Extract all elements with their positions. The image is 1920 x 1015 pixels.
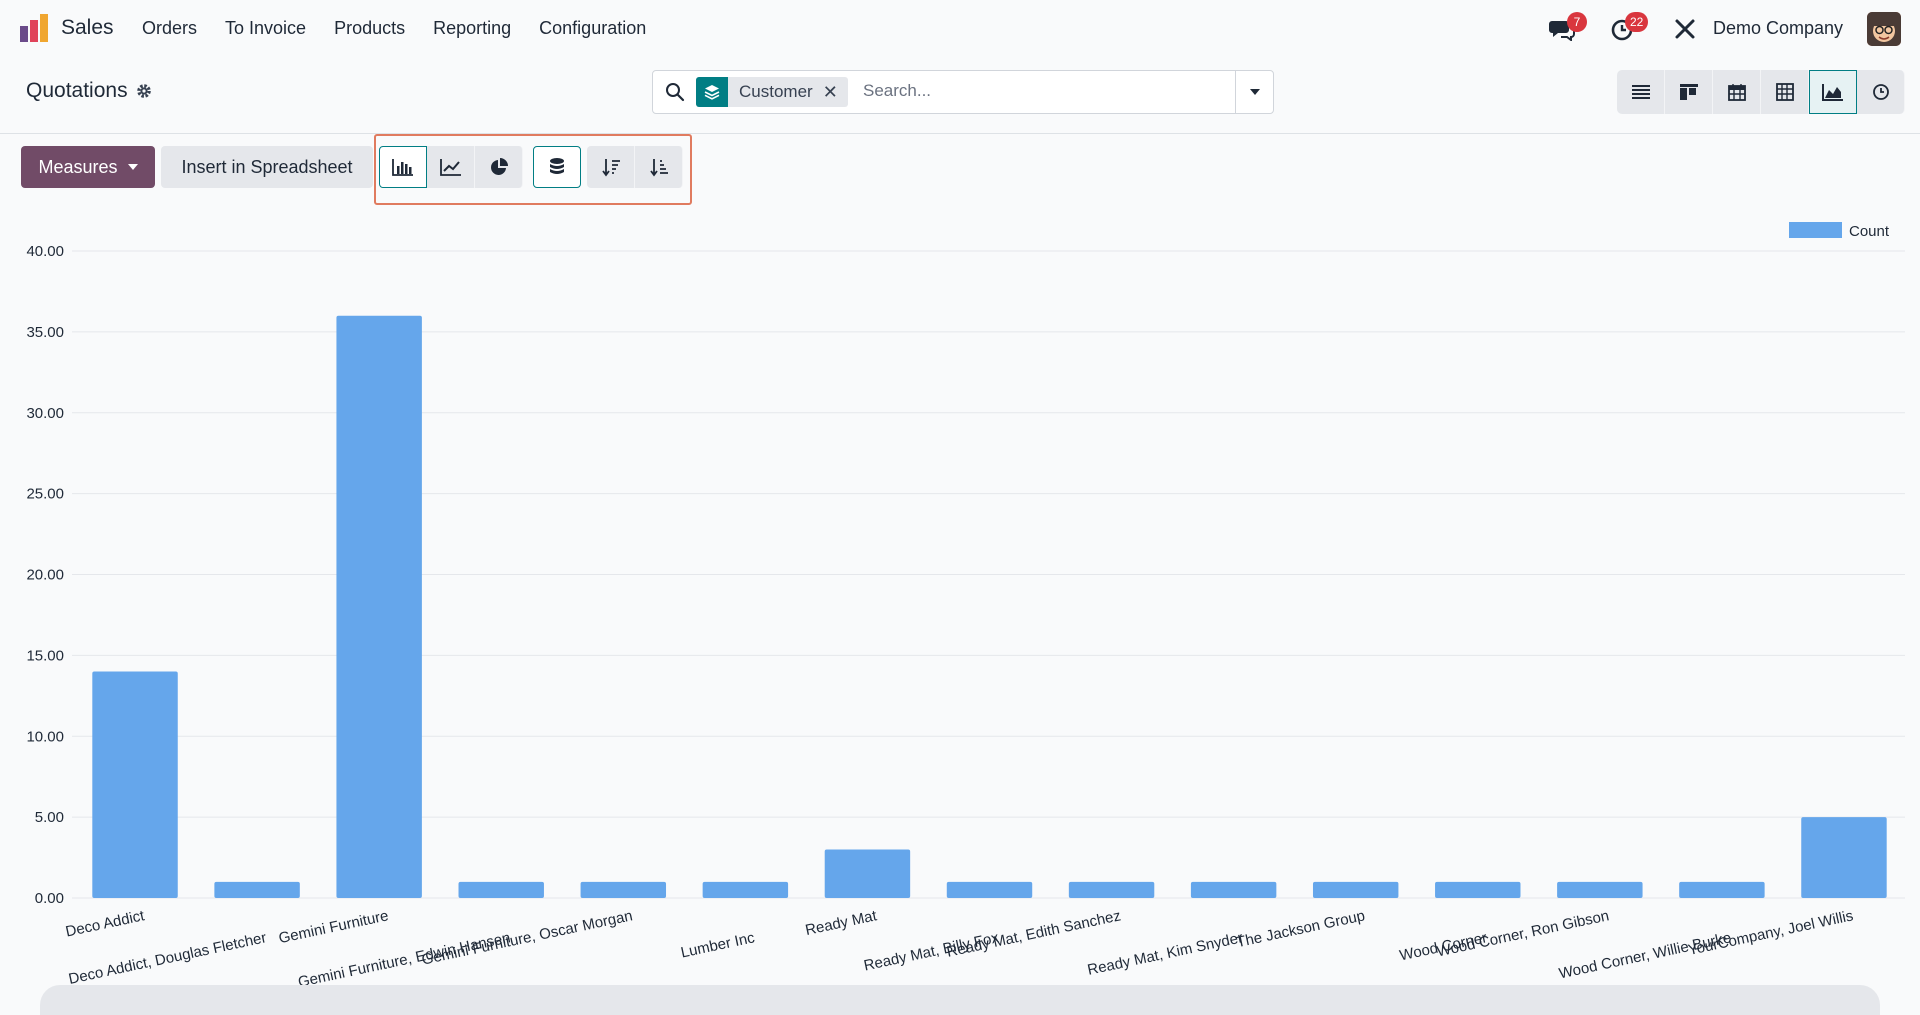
stacked-group (533, 146, 581, 188)
x-tick-label: Ready Mat (804, 907, 879, 939)
list-view-button[interactable] (1617, 70, 1665, 114)
bar[interactable] (1801, 817, 1887, 898)
highlight-box (374, 134, 692, 205)
bar[interactable] (824, 849, 911, 898)
sort-descending-icon (601, 159, 620, 177)
pie-chart-button[interactable] (475, 146, 523, 188)
sort-group (587, 146, 683, 188)
y-tick-label: 10.00 (26, 728, 64, 745)
gear-icon[interactable] (136, 83, 152, 99)
calendar-view-button[interactable] (1713, 70, 1761, 114)
y-tick-label: 5.00 (35, 809, 64, 826)
measures-button[interactable]: Measures (21, 146, 155, 188)
menu-reporting[interactable]: Reporting (433, 18, 512, 38)
bar[interactable] (336, 315, 422, 898)
bar-chart-button[interactable] (379, 146, 427, 188)
bar[interactable] (1312, 881, 1399, 898)
menu-products[interactable]: Products (334, 18, 406, 38)
bar[interactable] (458, 881, 544, 898)
control-panel: Quotations Customer ✕ (0, 58, 1920, 134)
list-icon (1631, 85, 1650, 99)
bar[interactable] (946, 881, 1033, 898)
bar[interactable] (92, 671, 178, 898)
legend-swatch[interactable] (1789, 222, 1842, 238)
insert-in-spreadsheet-button[interactable]: Insert in Spreadsheet (161, 146, 373, 188)
graph-view-button[interactable] (1809, 70, 1857, 114)
legend-label[interactable]: Count (1849, 223, 1890, 240)
y-tick-label: 0.00 (35, 890, 64, 907)
bar[interactable] (1190, 881, 1277, 898)
x-tick-label: Ready Mat, Kim Snyder (1086, 929, 1244, 979)
bar[interactable] (1679, 881, 1765, 898)
user-avatar[interactable] (1867, 12, 1901, 46)
search-bar: Customer ✕ (652, 70, 1274, 114)
chart-type-group (379, 146, 523, 188)
page-title: Quotations (26, 79, 128, 102)
caret-down-icon (127, 164, 138, 170)
bar-chart-icon (392, 159, 413, 176)
search-icon[interactable] (665, 82, 685, 102)
kanban-icon (1679, 84, 1698, 100)
menu-orders[interactable]: Orders (142, 18, 198, 38)
bar[interactable] (214, 881, 300, 898)
caret-down-icon (1249, 89, 1260, 95)
menu-to-invoice[interactable]: To Invoice (225, 18, 307, 38)
y-tick-label: 30.00 (26, 405, 64, 422)
y-tick-label: 35.00 (26, 324, 64, 341)
sales-app-icon[interactable] (19, 13, 49, 43)
x-tick-label: The Jackson Group (1235, 907, 1367, 951)
group-by-layers-icon (696, 77, 728, 107)
measures-label: Measures (38, 156, 118, 177)
x-tick-label: Lumber Inc (679, 929, 756, 961)
sort-ascending-button[interactable] (635, 146, 683, 188)
remove-facet-icon[interactable]: ✕ (822, 81, 838, 102)
main-menu: Orders To Invoice Products Reporting Con… (142, 18, 674, 39)
search-input[interactable] (863, 81, 1203, 101)
facet-label: Customer (739, 82, 813, 101)
x-tick-label: Gemini Furniture, Oscar Morgan (420, 907, 634, 968)
line-chart-icon (439, 159, 461, 176)
view-switcher (1617, 70, 1905, 114)
database-stack-icon (550, 158, 564, 174)
kanban-view-button[interactable] (1665, 70, 1713, 114)
app-name[interactable]: Sales (61, 16, 114, 39)
bar[interactable] (702, 881, 789, 898)
x-tick-label: Deco Addict (64, 907, 147, 940)
activity-view-button[interactable] (1857, 70, 1905, 114)
bar[interactable] (1068, 881, 1155, 898)
x-tick-label: Deco Addict, Douglas Fletcher (67, 929, 268, 988)
tools-icon[interactable] (1673, 17, 1699, 41)
pivot-view-button[interactable] (1761, 70, 1809, 114)
pivot-table-icon (1775, 83, 1794, 101)
x-tick-label: Gemini Furniture (277, 907, 390, 947)
sort-ascending-icon (649, 159, 668, 177)
bar[interactable] (1557, 881, 1643, 898)
clock-icon (1872, 84, 1889, 100)
messages-badge: 7 (1567, 12, 1587, 32)
bar[interactable] (580, 881, 667, 898)
calendar-icon (1727, 84, 1746, 101)
navbar: Sales Orders To Invoice Products Reporti… (0, 0, 1920, 58)
bar[interactable] (1435, 881, 1521, 898)
search-options-toggle[interactable] (1235, 71, 1273, 113)
sort-descending-button[interactable] (587, 146, 635, 188)
y-tick-label: 25.00 (26, 486, 64, 503)
company-switcher[interactable]: Demo Company (1713, 18, 1844, 38)
y-tick-label: 15.00 (26, 647, 64, 664)
activities-badge: 22 (1625, 12, 1649, 32)
avatar-face-icon (1867, 12, 1901, 46)
area-chart-icon (1822, 84, 1843, 101)
y-tick-label: 20.00 (26, 567, 64, 584)
search-facet: Customer ✕ (696, 77, 848, 107)
line-chart-button[interactable] (427, 146, 475, 188)
bar-chart: 0.00 5.00 10.00 15.00 20.00 25.00 30.00 35.00 40… (26, 222, 1905, 991)
bottom-scroll-area (40, 985, 1880, 1015)
pie-chart-icon (490, 158, 508, 175)
breadcrumb: Quotations (26, 79, 152, 103)
stacked-button[interactable] (533, 146, 581, 188)
y-tick-label: 40.00 (26, 243, 64, 260)
menu-configuration[interactable]: Configuration (539, 18, 647, 38)
